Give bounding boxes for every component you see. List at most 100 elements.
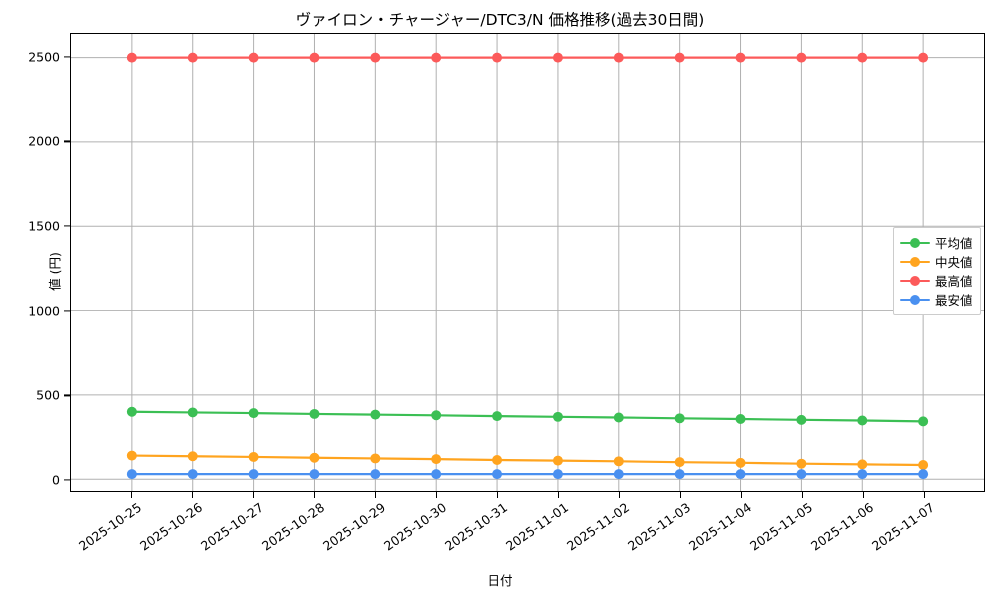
x-tick-mark	[497, 492, 499, 498]
series-0	[126, 406, 929, 427]
data-point-marker	[613, 412, 624, 423]
data-point-marker	[735, 414, 746, 424]
data-point-marker	[613, 469, 624, 480]
data-point-marker	[309, 469, 320, 480]
data-point-marker	[735, 469, 746, 480]
x-tick-label: 2025-10-29	[320, 499, 389, 554]
x-tick-label: 2025-10-26	[137, 499, 206, 554]
data-point-marker	[674, 457, 685, 468]
chart-legend: 平均値中央値最高値最安値	[893, 227, 981, 315]
x-tick-mark	[375, 492, 377, 498]
x-tick-mark	[680, 492, 682, 498]
x-tick-label: 2025-11-04	[686, 499, 755, 554]
x-tick-mark	[924, 492, 926, 498]
data-point-marker	[309, 452, 320, 463]
data-point-marker	[187, 451, 198, 462]
data-point-marker	[370, 469, 381, 480]
chart-title: ヴァイロン・チャージャー/DTC3/N 価格推移(過去30日間)	[295, 11, 705, 29]
data-point-marker	[370, 409, 381, 420]
legend-item-1[interactable]: 中央値	[900, 252, 973, 271]
data-point-marker	[248, 469, 259, 480]
data-point-marker	[918, 469, 929, 480]
data-point-marker	[309, 408, 320, 419]
data-series-layer	[126, 52, 929, 480]
data-point-marker	[613, 456, 624, 467]
data-point-marker	[918, 416, 929, 427]
y-tick-mark	[64, 225, 70, 227]
data-point-marker	[431, 454, 442, 465]
legend-swatch-icon	[900, 274, 930, 288]
series-3	[126, 469, 929, 480]
y-tick-mark	[64, 310, 70, 312]
data-point-marker	[674, 413, 685, 424]
data-point-marker	[187, 469, 198, 480]
data-point-marker	[796, 52, 807, 63]
data-point-marker	[674, 469, 685, 480]
data-point-marker	[552, 455, 563, 466]
data-point-marker	[187, 52, 198, 63]
series-2	[126, 52, 929, 63]
x-tick-mark	[253, 492, 255, 498]
data-point-marker	[492, 454, 503, 465]
data-point-marker	[796, 414, 807, 425]
legend-label: 最安値	[935, 293, 973, 308]
x-tick-label: 2025-10-28	[259, 499, 328, 554]
data-point-marker	[126, 469, 137, 480]
y-tick-label: 1000	[28, 303, 60, 319]
x-tick-label: 2025-11-07	[869, 499, 938, 554]
x-tick-mark	[619, 492, 621, 498]
data-point-marker	[552, 469, 563, 480]
data-point-marker	[492, 52, 503, 63]
data-point-marker	[735, 457, 746, 468]
legend-item-0[interactable]: 平均値	[900, 233, 973, 252]
y-tick-label-group: 0 500 1000 1500 2000 2500	[0, 33, 60, 492]
legend-swatch-icon	[900, 236, 930, 250]
data-point-marker	[857, 415, 868, 426]
data-point-marker	[126, 406, 137, 417]
x-tick-mark	[558, 492, 560, 498]
data-point-marker	[248, 408, 259, 419]
legend-item-2[interactable]: 最高値	[900, 271, 973, 290]
data-point-marker	[309, 52, 320, 63]
data-point-marker	[187, 407, 198, 418]
x-tick-mark	[863, 492, 865, 498]
data-point-marker	[126, 52, 137, 63]
data-point-marker	[918, 460, 929, 471]
plot-area	[70, 33, 985, 492]
x-tick-label: 2025-11-02	[564, 499, 633, 554]
x-tick-mark	[802, 492, 804, 498]
series-1	[126, 450, 929, 471]
data-point-marker	[918, 52, 929, 63]
x-tick-label: 2025-10-25	[76, 499, 145, 554]
x-tick-label: 2025-11-05	[747, 499, 816, 554]
y-tick-mark	[64, 479, 70, 481]
data-point-marker	[674, 52, 685, 63]
y-tick-label: 2500	[28, 49, 60, 65]
data-point-marker	[613, 52, 624, 63]
x-tick-label: 2025-11-06	[808, 499, 877, 554]
x-tick-label-group: 2025-10-25 2025-10-26 2025-10-27 2025-10-28…	[70, 500, 985, 570]
x-tick-mark-group	[70, 492, 985, 500]
data-point-marker	[370, 52, 381, 63]
data-point-marker	[552, 52, 563, 63]
x-tick-label: 2025-11-01	[503, 499, 572, 554]
x-tick-mark	[436, 492, 438, 498]
series-line	[130, 454, 925, 467]
data-point-marker	[857, 459, 868, 470]
data-point-marker	[492, 469, 503, 480]
x-tick-label: 2025-10-30	[381, 499, 450, 554]
y-tick-label: 500	[36, 387, 60, 403]
y-tick-mark	[64, 56, 70, 58]
legend-label: 中央値	[935, 255, 973, 270]
data-point-marker	[126, 450, 137, 461]
legend-item-3[interactable]: 最安値	[900, 290, 973, 309]
series-line	[130, 410, 925, 423]
y-tick-label: 2000	[28, 133, 60, 149]
x-axis-title: 日付	[487, 573, 513, 588]
y-tick-mark-group	[0, 33, 70, 492]
x-tick-mark	[131, 492, 133, 498]
data-point-marker	[857, 52, 868, 63]
legend-label: 最高値	[935, 274, 973, 289]
legend-swatch-icon	[900, 293, 930, 307]
x-tick-label: 2025-10-31	[442, 499, 511, 554]
